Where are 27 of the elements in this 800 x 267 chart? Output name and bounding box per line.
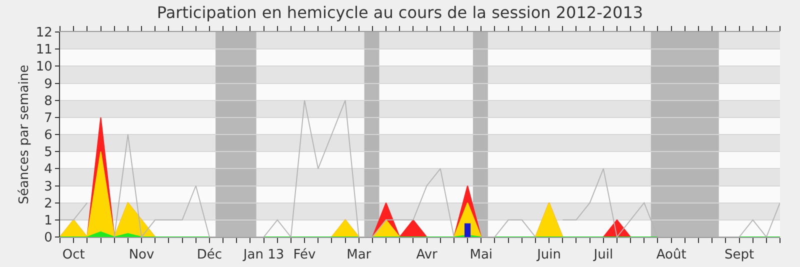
y-tick-label: 1 (44, 213, 52, 228)
x-tick-label: Mai (470, 248, 493, 263)
y-tick-label: 11 (36, 42, 52, 58)
x-tick-label: Nov (128, 248, 154, 263)
y-tick-label: 6 (44, 128, 52, 144)
y-tick-label: 10 (36, 60, 52, 75)
x-tick-label: Avr (416, 248, 438, 263)
y-tick-label: 7 (44, 110, 52, 126)
y-tick-label: 8 (44, 94, 52, 109)
y-tick-label: 4 (44, 162, 52, 178)
y-tick-label: 0 (44, 230, 52, 246)
y-tick-label: 12 (36, 26, 52, 41)
x-tick-label: Juil (592, 248, 614, 263)
y-tick-label: 3 (44, 179, 52, 194)
chart-title: Participation en hemicycle au cours de la session 2012-2013 (156, 2, 644, 22)
y-tick-label: 9 (44, 76, 52, 92)
x-tick-label: Fév (293, 248, 316, 263)
x-tick-label: Sept (724, 248, 754, 263)
x-tick-label: Mar (346, 248, 372, 263)
y-tick-label: 2 (44, 196, 52, 212)
x-tick-label: Jan 13 (242, 248, 284, 263)
y-tick-label: 5 (44, 145, 52, 160)
x-tick-label: Déc (196, 248, 222, 263)
x-tick-label: Août (656, 248, 686, 263)
x-tick-label: Oct (62, 248, 85, 263)
y-axis-title: Séances par semaine (16, 64, 32, 204)
x-tick-label: Juin (536, 248, 562, 263)
